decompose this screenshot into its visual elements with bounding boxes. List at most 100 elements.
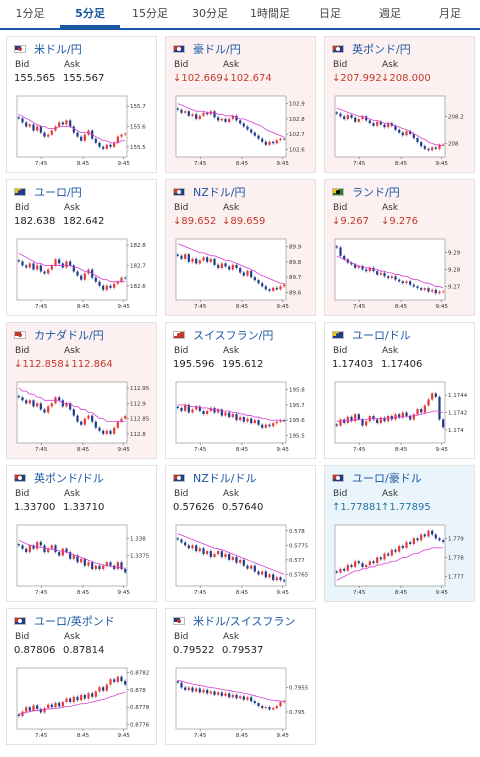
candle-body bbox=[246, 697, 249, 700]
tab-5[interactable]: 1時間足 bbox=[250, 7, 290, 20]
pair-name[interactable]: ランド/円 bbox=[352, 186, 400, 199]
currency-card[interactable]: 英ポンド/ドル Bid Ask 1.33700 1.33710 1.338 1.3375 7:… bbox=[6, 465, 157, 602]
ask-value: ↓112.864 bbox=[63, 359, 113, 370]
candle-body bbox=[109, 285, 112, 288]
card-header: カナダドル/円 bbox=[14, 328, 104, 342]
pair-name[interactable]: ユーロ/英ポンド bbox=[34, 615, 115, 628]
pair-name[interactable]: 英ポンド/円 bbox=[352, 43, 411, 56]
candle-body bbox=[184, 404, 187, 411]
x-tick-label: 8:45 bbox=[236, 304, 249, 310]
candle-body bbox=[368, 120, 371, 124]
candle-body bbox=[202, 410, 205, 415]
currency-card[interactable]: ユーロ/豪ドル Bid Ask ↑1.77881 ↑1.77895 1.779 1.778 1… bbox=[324, 465, 475, 602]
candle-body bbox=[365, 421, 368, 426]
pair-name[interactable]: ユーロ/豪ドル bbox=[352, 472, 422, 485]
candle-body bbox=[434, 289, 437, 294]
candle-body bbox=[21, 118, 24, 123]
currency-card[interactable]: 英ポンド/円 Bid Ask ↓207.992 ↓208.000 208.2 208 7:45… bbox=[324, 36, 475, 173]
currency-card[interactable]: ユーロ/ドル Bid Ask 1.17403 1.17406 1.1744 1.1742 1.… bbox=[324, 322, 475, 459]
candle-body bbox=[17, 260, 20, 262]
flag-icon bbox=[332, 474, 344, 482]
candle-body bbox=[39, 708, 42, 713]
tab-2[interactable]: 5分足 bbox=[60, 0, 120, 28]
tab-8[interactable]: 月足 bbox=[439, 7, 461, 20]
ask-label: Ask bbox=[382, 489, 399, 499]
candle-body bbox=[246, 271, 249, 276]
candle-body bbox=[54, 545, 57, 553]
pair-name[interactable]: NZドル/円 bbox=[193, 186, 246, 199]
candle-body bbox=[17, 714, 20, 716]
pair-name[interactable]: ユーロ/円 bbox=[34, 186, 82, 199]
pair-name[interactable]: スイスフラン/円 bbox=[193, 329, 274, 342]
candle-body bbox=[239, 417, 242, 421]
candle-body bbox=[253, 420, 256, 424]
currency-card[interactable]: 米ドル/円 Bid Ask 155.565 155.567 155.7 155.6 155.5… bbox=[6, 36, 157, 173]
candle-body bbox=[242, 417, 245, 422]
currency-card[interactable]: スイスフラン/円 Bid Ask 195.596 195.612 195.8 195.7 19… bbox=[165, 322, 316, 459]
y-tick-label: 0.5765 bbox=[289, 572, 309, 578]
currency-card[interactable]: ユーロ/英ポンド Bid Ask 0.87806 0.87814 0.8782 0.878 0… bbox=[6, 608, 157, 745]
candle-body bbox=[339, 419, 342, 426]
y-tick-label: 0.8776 bbox=[130, 723, 150, 729]
x-tick-label: 9:45 bbox=[277, 161, 290, 167]
candle-body bbox=[69, 261, 72, 266]
tab-7[interactable]: 週足 bbox=[379, 7, 401, 20]
currency-card[interactable]: 米ドル/スイスフラン Bid Ask 0.79522 0.79537 0.7955 0.79… bbox=[165, 608, 316, 745]
pair-name[interactable]: 英ポンド/ドル bbox=[34, 472, 104, 485]
currency-card[interactable]: ランド/円 Bid Ask ↓9.267 ↓9.276 9.29 9.28 9.27 7:45 8… bbox=[324, 179, 475, 316]
candle-body bbox=[261, 283, 264, 287]
tab-6[interactable]: 日足 bbox=[319, 7, 341, 20]
candle-body bbox=[427, 148, 430, 151]
currency-card[interactable]: ユーロ/円 Bid Ask 182.638 182.642 182.8 182.7 182.6… bbox=[6, 179, 157, 316]
tab-3[interactable]: 15分足 bbox=[132, 7, 168, 20]
candle-body bbox=[184, 111, 187, 113]
y-tick-label: 155.5 bbox=[130, 145, 146, 151]
candle-body bbox=[272, 423, 275, 427]
y-tick-label: 112.8 bbox=[130, 432, 146, 438]
flag-icon bbox=[14, 617, 26, 625]
currency-card[interactable]: カナダドル/円 Bid Ask ↓112.858 ↓112.864 112.95 112.9… bbox=[6, 322, 157, 459]
candle-body bbox=[191, 258, 194, 262]
pair-name[interactable]: 豪ドル/円 bbox=[193, 43, 241, 56]
x-tick-label: 9:45 bbox=[436, 161, 449, 167]
currency-card[interactable]: NZドル/円 Bid Ask ↓89.652 ↓89.659 89.9 89.8 89.7 89… bbox=[165, 179, 316, 316]
pair-name[interactable]: 米ドル/スイスフラン bbox=[193, 615, 296, 628]
card-header: スイスフラン/円 bbox=[173, 328, 273, 342]
candle-body bbox=[220, 551, 223, 557]
candle-body bbox=[76, 132, 79, 137]
candle-body bbox=[72, 696, 75, 702]
y-tick-label: 1.3375 bbox=[130, 554, 150, 560]
candle-body bbox=[21, 261, 24, 266]
candle-body bbox=[25, 548, 28, 553]
bid-value: 0.87806 bbox=[14, 645, 56, 656]
pair-name[interactable]: 米ドル/円 bbox=[34, 43, 82, 56]
price-chart: 1.338 1.3375 7:45 8:45 9:45 bbox=[16, 524, 150, 596]
candle-body bbox=[346, 565, 349, 571]
candle-body bbox=[191, 409, 194, 413]
currency-card[interactable]: 豪ドル/円 Bid Ask ↓102.669 ↓102.674 102.9 102.8 102… bbox=[165, 36, 316, 173]
tab-4[interactable]: 30分足 bbox=[192, 7, 228, 20]
candle-body bbox=[25, 400, 28, 404]
tab-1[interactable]: 1分足 bbox=[15, 7, 45, 20]
currency-card[interactable]: NZドル/ドル Bid Ask 0.57626 0.57640 0.578 0.5775 0.… bbox=[165, 465, 316, 602]
candle-body bbox=[438, 291, 441, 294]
candle-body bbox=[206, 551, 209, 555]
candle-body bbox=[32, 545, 35, 549]
candle-body bbox=[206, 112, 209, 115]
candle-body bbox=[58, 122, 61, 127]
ask-label: Ask bbox=[382, 203, 399, 213]
candle-body bbox=[354, 117, 357, 122]
ask-value: 1.33710 bbox=[63, 502, 105, 513]
pair-name[interactable]: NZドル/ドル bbox=[193, 472, 257, 485]
pair-name[interactable]: カナダドル/円 bbox=[34, 329, 104, 342]
candle-body bbox=[283, 701, 286, 703]
pair-name[interactable]: ユーロ/ドル bbox=[352, 329, 411, 342]
candle-body bbox=[65, 548, 68, 553]
candle-body bbox=[231, 414, 234, 418]
candle-body bbox=[228, 118, 231, 122]
y-tick-label: 1.778 bbox=[448, 555, 464, 561]
ask-label: Ask bbox=[64, 489, 81, 499]
x-tick-label: 8:45 bbox=[236, 733, 249, 739]
x-tick-label: 9:45 bbox=[436, 304, 449, 310]
candle-body bbox=[376, 121, 379, 126]
